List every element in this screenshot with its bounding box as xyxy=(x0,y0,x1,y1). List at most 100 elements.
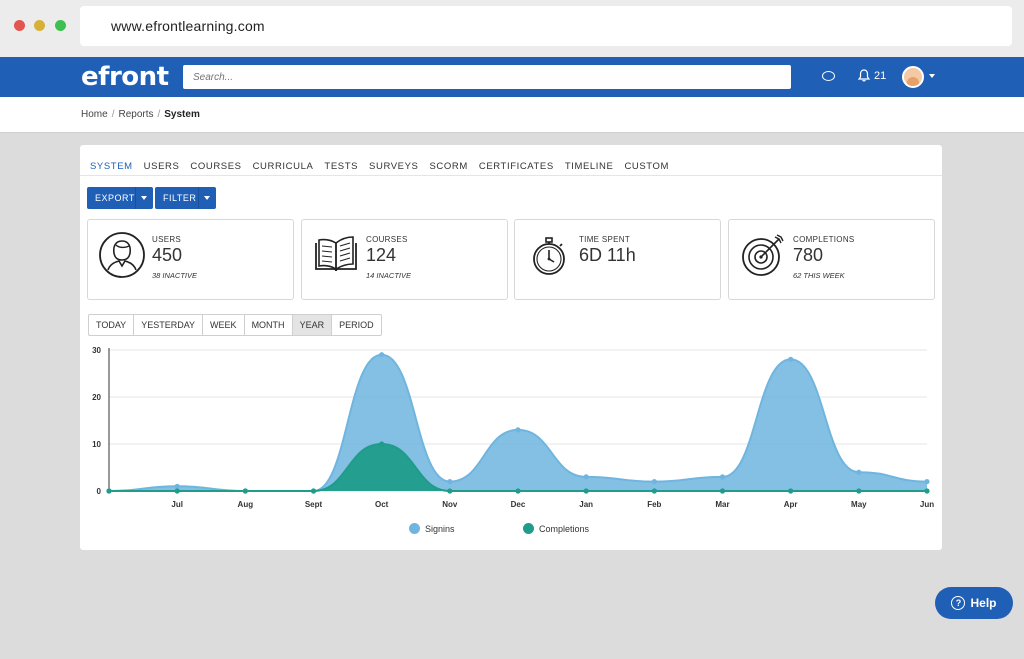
chevron-down-icon[interactable] xyxy=(929,74,935,78)
button-divider xyxy=(198,187,199,209)
range-period[interactable]: PERIOD xyxy=(339,320,374,330)
legend-completions-label: Completions xyxy=(539,523,590,534)
time-spent-title: TIME SPENT xyxy=(579,235,631,244)
courses-inactive-text: 14 INACTIVE xyxy=(366,271,412,280)
filter-button[interactable]: FILTER xyxy=(155,187,216,209)
tab-surveys[interactable]: SURVEYS xyxy=(369,161,419,172)
breadcrumb-bar: Home / Reports / System xyxy=(0,97,1024,133)
close-window-button[interactable] xyxy=(14,20,25,31)
address-bar[interactable]: www.efrontlearning.com xyxy=(80,6,1012,46)
bell-icon[interactable] xyxy=(857,69,871,85)
data-point-completions xyxy=(174,488,180,494)
x-tick-label: Sept xyxy=(305,500,323,509)
book-icon xyxy=(315,236,357,272)
tab-scorm[interactable]: SCORM xyxy=(429,161,468,172)
range-month[interactable]: MONTH xyxy=(245,315,293,335)
efront-logo[interactable]: efront xyxy=(81,62,169,92)
signins-swatch xyxy=(409,523,420,534)
x-tick-label: Nov xyxy=(442,500,458,509)
time-spent-value: 6D 11h xyxy=(579,245,636,265)
y-tick-label: 10 xyxy=(92,440,101,449)
data-point-completions xyxy=(924,488,930,494)
x-tick-label: Dec xyxy=(511,500,526,509)
y-tick-label: 30 xyxy=(92,346,101,355)
users-inactive: 38 INACTIVE xyxy=(152,271,197,280)
completions-swatch xyxy=(523,523,534,534)
completions-title: COMPLETIONS xyxy=(793,235,855,244)
data-point-signins xyxy=(515,427,521,433)
range-today[interactable]: TODAY xyxy=(89,315,135,335)
users-card[interactable]: USERS 450 38 INACTIVE xyxy=(87,219,294,300)
signins-completions-chart: 0 10 20 30 Jul Aug Sept Oct Nov Dec Jan Feb Mar Apr Ma… xyxy=(92,346,934,509)
tab-tests[interactable]: TESTS xyxy=(324,161,359,172)
stopwatch-icon xyxy=(533,237,565,275)
user-icon xyxy=(99,232,145,278)
url-text: www.efrontlearning.com xyxy=(111,18,265,34)
x-tick-label: Oct xyxy=(375,500,389,509)
x-tick-label: Jun xyxy=(920,500,934,509)
export-button[interactable]: EXPORT xyxy=(87,187,153,209)
chevron-down-icon xyxy=(141,196,147,200)
x-tick-label: May xyxy=(851,500,867,509)
date-range-selector: TODAY YESTERDAY WEEK MONTH YEAR PERIOD xyxy=(88,314,382,336)
data-point-completions xyxy=(106,488,112,494)
data-point-signins xyxy=(924,479,930,485)
courses-title: COURSES xyxy=(366,235,408,244)
courses-card[interactable]: COURSES 124 14 INACTIVE xyxy=(301,219,508,300)
time-spent-card[interactable]: TIME SPENT 6D 11h xyxy=(514,219,721,300)
tab-divider xyxy=(80,175,942,176)
breadcrumb-reports[interactable]: Reports xyxy=(118,109,154,120)
target-icon xyxy=(742,234,784,276)
data-point-completions xyxy=(447,488,453,494)
minimize-window-button[interactable] xyxy=(34,20,45,31)
tab-courses[interactable]: COURSES xyxy=(190,161,242,172)
range-week[interactable]: WEEK xyxy=(203,315,245,335)
breadcrumb: Home / Reports / System xyxy=(81,109,200,120)
data-point-signins xyxy=(719,474,726,480)
tab-custom[interactable]: CUSTOM xyxy=(624,161,670,172)
users-title: USERS xyxy=(152,235,182,244)
courses-value: 124 xyxy=(366,245,397,265)
x-tick-label: Mar xyxy=(715,500,729,509)
notification-count: 21 xyxy=(874,70,887,82)
tab-timeline[interactable]: TIMELINE xyxy=(564,161,614,172)
data-point-completions xyxy=(583,488,589,494)
x-tick-label: Feb xyxy=(647,500,661,509)
maximize-window-button[interactable] xyxy=(55,20,66,31)
completions-this-week: 62 THIS WEEK xyxy=(793,271,845,280)
users-value: 450 xyxy=(152,245,183,265)
y-tick-label: 0 xyxy=(97,487,102,496)
tab-users[interactable]: USERS xyxy=(143,161,180,172)
tab-curricula[interactable]: CURRICULA xyxy=(252,161,314,172)
data-point-signins xyxy=(788,356,794,362)
x-tick-label: Aug xyxy=(238,500,254,509)
report-panel: SYSTEM USERS COURSES CURRICULA TESTS SUR… xyxy=(80,145,942,550)
data-point-signins xyxy=(651,479,657,485)
range-yesterday[interactable]: YESTERDAY xyxy=(134,315,204,335)
data-point-completions xyxy=(788,488,794,494)
legend-completions[interactable]: Completions xyxy=(523,523,589,534)
x-tick-label: Jan xyxy=(579,500,593,509)
report-tabs: SYSTEM USERS COURSES CURRICULA TESTS SUR… xyxy=(90,161,680,176)
chevron-down-icon xyxy=(204,196,210,200)
avatar[interactable] xyxy=(902,66,924,88)
users-inactive-text: 38 INACTIVE xyxy=(152,271,198,280)
legend-signins[interactable]: Signins xyxy=(409,523,455,534)
tab-system[interactable]: SYSTEM xyxy=(90,161,133,176)
data-point-completions xyxy=(651,488,657,494)
data-point-signins xyxy=(174,483,180,489)
app-header: efront 21 xyxy=(0,57,1024,97)
search-input[interactable] xyxy=(183,65,791,89)
range-year[interactable]: YEAR xyxy=(292,315,333,335)
y-tick-label: 20 xyxy=(92,393,101,402)
completions-this-week-text: 62 THIS WEEK xyxy=(793,271,845,280)
breadcrumb-home[interactable]: Home xyxy=(81,109,108,120)
data-point-signins xyxy=(447,479,453,485)
completions-value: 780 xyxy=(793,245,824,265)
completions-card[interactable]: COMPLETIONS 780 62 THIS WEEK xyxy=(728,219,935,300)
help-icon: ? xyxy=(951,596,966,610)
browser-chrome: www.efrontlearning.com xyxy=(0,0,1024,57)
chat-icon[interactable] xyxy=(822,71,835,81)
tab-certificates[interactable]: CERTIFICATES xyxy=(478,161,554,172)
help-button[interactable]: ? Help xyxy=(935,587,1013,619)
